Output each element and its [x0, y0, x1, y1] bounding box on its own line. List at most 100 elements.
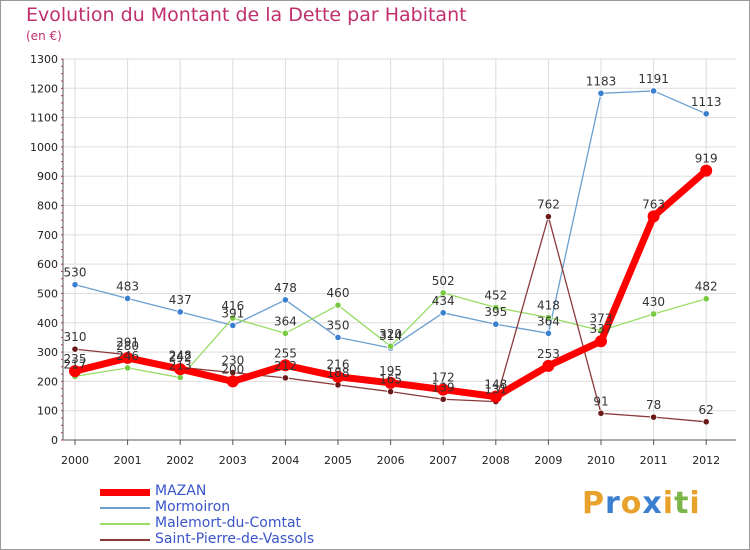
data-label: 482: [695, 280, 718, 294]
data-point: [439, 289, 447, 297]
brand-letter: r: [605, 486, 621, 521]
y-tick-label: 900: [37, 170, 58, 183]
data-point: [700, 164, 713, 177]
data-label: 200: [221, 362, 244, 376]
y-tick-label: 600: [37, 258, 58, 271]
brand-letter: i: [689, 486, 701, 521]
legend-item: Saint-Pierre-de-Vassols: [100, 531, 400, 548]
data-label: 350: [327, 318, 350, 332]
data-label: 131: [484, 383, 507, 397]
data-point: [649, 413, 658, 421]
data-point: [386, 388, 395, 396]
data-point: [176, 373, 184, 382]
data-label: 530: [64, 266, 87, 280]
data-point: [69, 365, 81, 378]
y-tick-label: 500: [37, 287, 58, 300]
y-tick-label: 1200: [30, 82, 58, 95]
data-label: 364: [537, 314, 560, 328]
data-point: [544, 313, 553, 322]
legend-item: MAZAN: [100, 483, 400, 500]
data-point: [281, 329, 289, 337]
data-label: 502: [432, 274, 455, 288]
data-label: 165: [379, 373, 402, 387]
chart-legend: MAZAN Mormoiron Malemort-du-Comtat Saint-Pi…: [100, 483, 400, 548]
y-tick-label: 1000: [30, 141, 58, 154]
legend-label: Saint-Pierre-de-Vassols: [155, 531, 315, 547]
data-point: [229, 321, 237, 330]
data-point: [229, 314, 237, 322]
y-tick-label: 200: [37, 375, 58, 388]
data-point: [281, 296, 289, 304]
x-tick-label: 2005: [324, 454, 352, 467]
brand-logo: Proxiti: [582, 486, 701, 521]
data-label: 172: [432, 371, 455, 385]
data-label: 310: [64, 330, 87, 344]
data-point: [542, 359, 555, 372]
data-label: 434: [432, 294, 455, 308]
legend-label: Malemort-du-Comtat: [155, 515, 302, 531]
data-label: 1183: [586, 74, 617, 88]
x-tick-label: 2006: [377, 454, 405, 467]
data-label: 216: [327, 358, 350, 372]
line-chart: 0 100 200 300 400 500 600 700 800 900 1000 1100 1200…: [30, 53, 736, 467]
data-point: [121, 351, 134, 364]
chart-title: Evolution du Montant de la Dette par Hab…: [26, 4, 467, 26]
data-label: 280: [116, 339, 139, 353]
data-point: [334, 333, 342, 342]
legend-swatch: [100, 539, 150, 541]
y-tick-label: 300: [37, 346, 58, 359]
data-point: [279, 359, 292, 372]
data-label: 78: [646, 398, 661, 412]
x-tick-label: 2000: [61, 454, 89, 467]
data-label: 437: [169, 293, 192, 307]
x-tick-label: 2009: [534, 454, 562, 467]
data-label: 235: [64, 352, 87, 366]
data-point: [649, 87, 658, 95]
data-point: [492, 320, 500, 328]
data-label: 255: [274, 346, 297, 360]
data-label: 395: [484, 305, 507, 319]
data-label: 762: [537, 198, 560, 212]
data-label: 213: [169, 359, 192, 373]
data-point: [702, 295, 710, 303]
brand-letter: t: [674, 486, 690, 521]
data-point: [702, 110, 710, 118]
data-label: 364: [274, 314, 297, 328]
data-label: 337: [590, 322, 613, 336]
data-label: 919: [695, 152, 718, 166]
data-label: 418: [537, 298, 560, 312]
data-label: 148: [484, 378, 507, 392]
data-label: 320: [379, 327, 402, 341]
data-point: [174, 363, 187, 376]
data-point: [71, 281, 79, 289]
y-tick-label: 1100: [30, 112, 58, 125]
data-point: [597, 409, 605, 417]
data-point: [544, 213, 553, 221]
data-point: [489, 390, 502, 403]
data-label: 217: [64, 357, 87, 371]
data-point: [332, 370, 344, 383]
data-label: 483: [116, 279, 139, 293]
legend-item: Mormoiron: [100, 499, 400, 516]
data-label: 62: [699, 403, 714, 417]
x-tick-label: 2008: [482, 454, 510, 467]
chart-unit-label: (en €): [26, 29, 62, 43]
data-label: 195: [379, 364, 402, 378]
data-label: 1113: [691, 95, 722, 109]
brand-letter: o: [620, 486, 643, 521]
data-label: 246: [116, 349, 139, 363]
brand-letter: i: [662, 486, 675, 521]
y-tick-label: 700: [37, 229, 58, 242]
data-point: [226, 375, 239, 388]
data-point: [702, 418, 710, 426]
y-tick-label: 100: [37, 405, 58, 418]
data-label: 291: [116, 336, 139, 350]
data-labels: 530 483 437 391 478 350 314 434 395 364 1183 1191 11…: [64, 72, 722, 417]
y-tick-label: 400: [37, 317, 58, 330]
data-point: [439, 309, 447, 317]
data-point: [386, 342, 395, 350]
data-point: [439, 395, 447, 403]
legend-item: Malemort-du-Comtat: [100, 515, 400, 532]
data-point: [176, 308, 184, 316]
data-point: [334, 301, 342, 309]
